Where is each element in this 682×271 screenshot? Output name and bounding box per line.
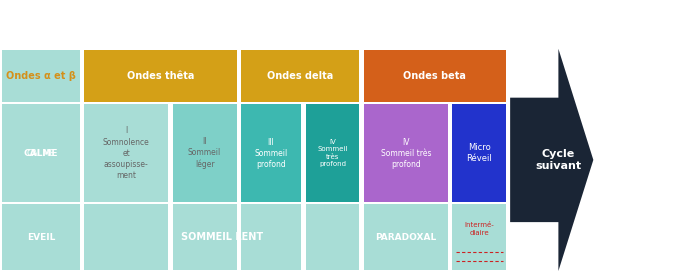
Bar	[306, 204, 359, 270]
Bar	[2, 104, 80, 202]
Text: CALME: CALME	[24, 149, 58, 158]
Text: PARADOXAL: PARADOXAL	[375, 233, 436, 242]
Bar	[364, 50, 506, 102]
Bar	[2, 204, 80, 270]
Text: Intermé-
diaire: Intermé- diaire	[464, 222, 494, 236]
Bar	[84, 104, 168, 202]
Bar	[452, 204, 506, 270]
Text: Ondes delta: Ondes delta	[267, 71, 333, 81]
Text: CALME: CALME	[27, 149, 55, 158]
Text: SOMMEIL LENT: SOMMEIL LENT	[181, 232, 263, 242]
Bar	[364, 104, 448, 202]
Text: Micro
Réveil: Micro Réveil	[466, 143, 492, 163]
Bar	[84, 50, 237, 102]
Bar	[241, 50, 359, 102]
Text: II
Sommeil
léger: II Sommeil léger	[188, 137, 221, 169]
Bar	[452, 104, 506, 202]
Bar	[306, 104, 359, 202]
Text: I
Somnolence
et
assoupisse-
ment: I Somnolence et assoupisse- ment	[103, 126, 149, 180]
Bar	[84, 204, 168, 270]
Bar	[241, 104, 301, 202]
Text: Ondes thêta: Ondes thêta	[127, 71, 194, 81]
Bar	[364, 204, 448, 270]
Text: IV
Sommeil
très
profond: IV Sommeil très profond	[317, 139, 348, 167]
Bar	[173, 104, 237, 202]
Text: III
Sommeil
profond: III Sommeil profond	[254, 137, 288, 169]
Bar	[173, 204, 237, 270]
Text: Ondes α et β: Ondes α et β	[6, 71, 76, 81]
Bar	[2, 50, 80, 102]
Text: Cycle
suivant: Cycle suivant	[535, 149, 582, 171]
Bar	[241, 204, 301, 270]
Polygon shape	[510, 49, 593, 271]
Text: IV
Sommeil très
profond: IV Sommeil très profond	[381, 137, 431, 169]
Text: Ondes beta: Ondes beta	[403, 71, 466, 81]
Text: EVEIL: EVEIL	[27, 233, 55, 242]
